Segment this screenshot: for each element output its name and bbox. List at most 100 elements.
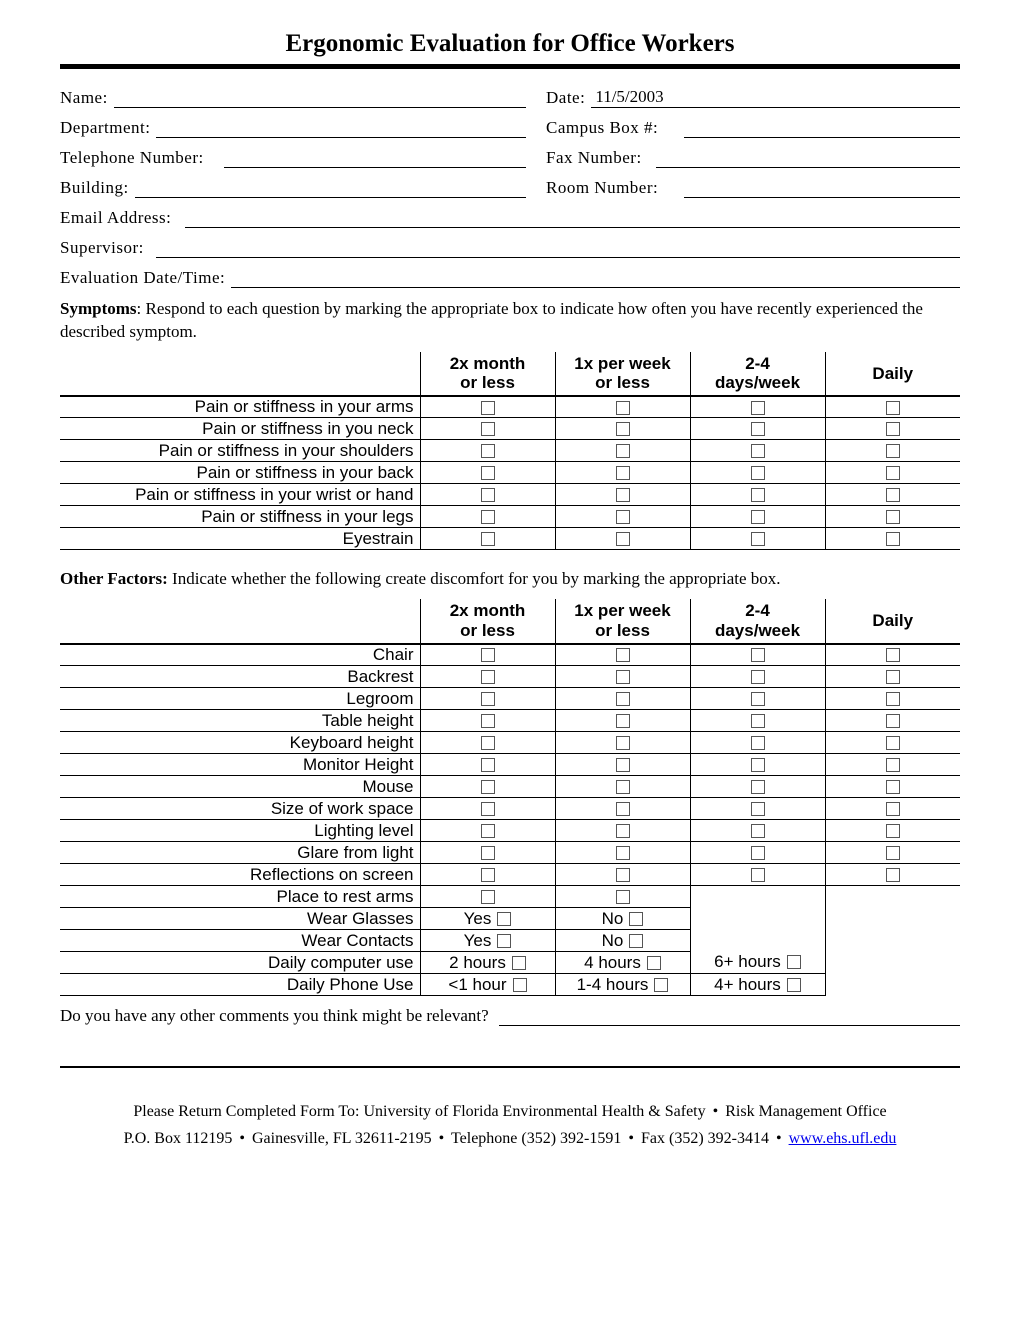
checkbox[interactable]: [751, 758, 765, 772]
checkbox[interactable]: [497, 912, 511, 926]
checkbox[interactable]: [481, 824, 495, 838]
checkbox-cell[interactable]: [690, 462, 825, 484]
option-cell[interactable]: 1-4 hours: [555, 974, 690, 996]
checkbox-cell[interactable]: [690, 710, 825, 732]
checkbox[interactable]: [751, 714, 765, 728]
checkbox[interactable]: [616, 780, 630, 794]
checkbox[interactable]: [513, 978, 527, 992]
checkbox[interactable]: [886, 736, 900, 750]
email-input[interactable]: [185, 210, 960, 228]
checkbox-cell[interactable]: [555, 886, 690, 908]
checkbox-cell[interactable]: [555, 798, 690, 820]
checkbox[interactable]: [751, 510, 765, 524]
checkbox-cell[interactable]: [825, 528, 960, 550]
checkbox[interactable]: [481, 510, 495, 524]
checkbox-cell[interactable]: [825, 732, 960, 754]
checkbox[interactable]: [886, 714, 900, 728]
option-cell[interactable]: 4+ hours: [690, 974, 825, 996]
option-cell[interactable]: No: [555, 908, 690, 930]
checkbox[interactable]: [751, 648, 765, 662]
checkbox[interactable]: [886, 824, 900, 838]
checkbox[interactable]: [886, 802, 900, 816]
checkbox-cell[interactable]: [825, 864, 960, 886]
checkbox-cell[interactable]: [555, 688, 690, 710]
checkbox[interactable]: [886, 422, 900, 436]
checkbox-cell[interactable]: [420, 462, 555, 484]
checkbox-cell[interactable]: [555, 842, 690, 864]
checkbox-cell[interactable]: [825, 666, 960, 688]
building-input[interactable]: [135, 180, 526, 198]
option-cell[interactable]: 4 hours: [555, 952, 690, 974]
checkbox[interactable]: [751, 868, 765, 882]
checkbox-cell[interactable]: [825, 776, 960, 798]
checkbox[interactable]: [886, 466, 900, 480]
checkbox-cell[interactable]: [825, 798, 960, 820]
checkbox[interactable]: [616, 714, 630, 728]
checkbox[interactable]: [751, 422, 765, 436]
checkbox[interactable]: [481, 692, 495, 706]
footer-link[interactable]: www.ehs.ufl.edu: [789, 1130, 897, 1147]
checkbox[interactable]: [481, 846, 495, 860]
checkbox[interactable]: [481, 422, 495, 436]
checkbox-cell[interactable]: [825, 842, 960, 864]
checkbox-cell[interactable]: [690, 506, 825, 528]
checkbox[interactable]: [751, 401, 765, 415]
checkbox[interactable]: [751, 466, 765, 480]
checkbox[interactable]: [616, 736, 630, 750]
name-input[interactable]: [114, 90, 526, 108]
checkbox[interactable]: [497, 934, 511, 948]
checkbox-cell[interactable]: [690, 666, 825, 688]
telephone-input[interactable]: [224, 150, 526, 168]
checkbox[interactable]: [481, 488, 495, 502]
checkbox[interactable]: [616, 444, 630, 458]
checkbox[interactable]: [616, 846, 630, 860]
checkbox[interactable]: [481, 670, 495, 684]
checkbox[interactable]: [481, 714, 495, 728]
checkbox-cell[interactable]: [690, 484, 825, 506]
checkbox-cell[interactable]: [825, 462, 960, 484]
option-cell[interactable]: 2 hours: [420, 952, 555, 974]
room-input[interactable]: [684, 180, 960, 198]
checkbox[interactable]: [481, 736, 495, 750]
checkbox[interactable]: [751, 444, 765, 458]
checkbox[interactable]: [886, 444, 900, 458]
checkbox[interactable]: [616, 401, 630, 415]
date-input[interactable]: 11/5/2003: [591, 87, 960, 108]
checkbox-cell[interactable]: [420, 710, 555, 732]
checkbox[interactable]: [886, 868, 900, 882]
checkbox[interactable]: [751, 780, 765, 794]
checkbox[interactable]: [481, 868, 495, 882]
checkbox-cell[interactable]: [825, 484, 960, 506]
checkbox-cell[interactable]: [690, 440, 825, 462]
checkbox[interactable]: [787, 955, 801, 969]
checkbox-cell[interactable]: [420, 776, 555, 798]
checkbox[interactable]: [481, 802, 495, 816]
checkbox[interactable]: [481, 401, 495, 415]
checkbox-cell[interactable]: [690, 528, 825, 550]
checkbox[interactable]: [647, 956, 661, 970]
checkbox-cell[interactable]: [690, 798, 825, 820]
checkbox[interactable]: [481, 532, 495, 546]
checkbox-cell[interactable]: [420, 528, 555, 550]
checkbox[interactable]: [616, 466, 630, 480]
checkbox-cell[interactable]: [825, 440, 960, 462]
checkbox[interactable]: [616, 670, 630, 684]
option-cell[interactable]: Yes: [420, 908, 555, 930]
checkbox[interactable]: [629, 934, 643, 948]
option-cell[interactable]: No: [555, 930, 690, 952]
comments-input-1[interactable]: [499, 1008, 960, 1026]
checkbox-cell[interactable]: [420, 820, 555, 842]
checkbox[interactable]: [751, 736, 765, 750]
checkbox-cell[interactable]: [690, 842, 825, 864]
checkbox-cell[interactable]: [825, 644, 960, 666]
checkbox-cell[interactable]: [825, 418, 960, 440]
option-cell[interactable]: <1 hour: [420, 974, 555, 996]
checkbox-cell[interactable]: [690, 418, 825, 440]
checkbox-cell[interactable]: [555, 732, 690, 754]
checkbox[interactable]: [751, 692, 765, 706]
checkbox[interactable]: [751, 824, 765, 838]
checkbox-cell[interactable]: [555, 396, 690, 418]
checkbox[interactable]: [616, 648, 630, 662]
checkbox[interactable]: [886, 401, 900, 415]
checkbox-cell[interactable]: [555, 528, 690, 550]
